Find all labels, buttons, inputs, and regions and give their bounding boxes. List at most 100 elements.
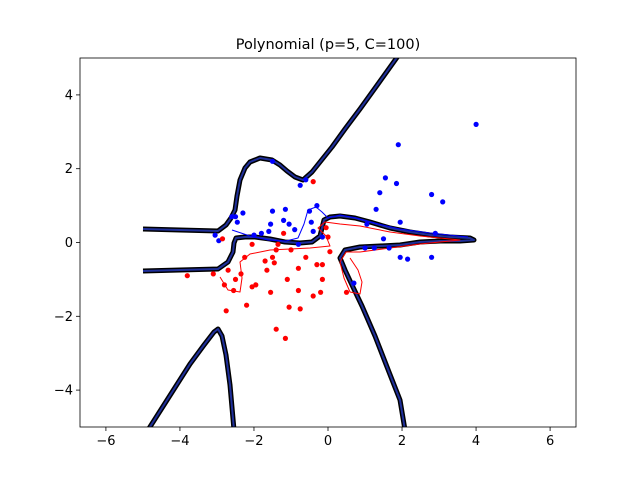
data-point-red bbox=[282, 335, 288, 341]
data-point-blue bbox=[269, 158, 276, 164]
data-point-blue bbox=[351, 280, 357, 286]
data-point-red bbox=[221, 282, 227, 288]
x-tick-label: 6 bbox=[546, 434, 554, 449]
data-point-blue bbox=[405, 256, 411, 262]
data-point-blue bbox=[229, 214, 235, 220]
data-point-red bbox=[286, 304, 292, 310]
data-point-red bbox=[232, 276, 239, 282]
data-point-blue bbox=[269, 208, 276, 214]
data-point-blue bbox=[240, 210, 246, 216]
series-red bbox=[184, 179, 350, 341]
data-point-red bbox=[327, 249, 333, 255]
data-point-red bbox=[314, 262, 320, 268]
data-point-red bbox=[273, 326, 279, 332]
data-point-blue bbox=[314, 203, 320, 209]
data-point-blue bbox=[308, 219, 314, 225]
data-point-red bbox=[264, 267, 270, 273]
data-point-blue bbox=[364, 221, 370, 227]
data-point-blue bbox=[397, 219, 403, 225]
data-point-red bbox=[310, 293, 316, 299]
data-point-red bbox=[244, 302, 250, 308]
data-point-red bbox=[273, 247, 279, 253]
x-tick-label: 0 bbox=[324, 434, 332, 449]
axes-background bbox=[80, 58, 576, 427]
data-point-blue bbox=[393, 180, 400, 187]
data-point-red bbox=[223, 308, 229, 314]
data-point-red bbox=[343, 289, 350, 295]
data-point-blue bbox=[234, 219, 240, 225]
x-tick-label: 2 bbox=[398, 434, 406, 449]
data-point-blue bbox=[232, 214, 239, 220]
data-point-blue bbox=[297, 182, 303, 188]
data-point-blue bbox=[258, 230, 264, 236]
data-point-blue bbox=[286, 221, 292, 227]
data-point-red bbox=[275, 241, 281, 247]
data-point-red bbox=[219, 236, 226, 242]
data-point-blue bbox=[429, 254, 435, 260]
data-point-red bbox=[319, 262, 325, 268]
data-point-blue bbox=[432, 230, 438, 236]
data-point-blue bbox=[303, 177, 309, 183]
points-layer bbox=[184, 121, 479, 341]
data-point-blue bbox=[212, 232, 218, 238]
data-point-blue bbox=[380, 236, 387, 242]
data-point-blue bbox=[292, 227, 298, 233]
data-point-red bbox=[238, 271, 244, 277]
data-point-blue bbox=[306, 208, 313, 214]
data-point-blue bbox=[295, 241, 301, 247]
x-tick-label: −2 bbox=[244, 434, 263, 449]
y-tick-label: 0 bbox=[65, 236, 73, 251]
data-point-red bbox=[184, 273, 190, 279]
data-point-red bbox=[284, 276, 290, 282]
chart-title: Polynomial (p=5, C=100) bbox=[236, 37, 421, 53]
data-point-blue bbox=[362, 245, 368, 251]
data-point-red bbox=[249, 284, 255, 290]
data-point-red bbox=[231, 287, 237, 294]
data-point-red bbox=[271, 260, 277, 266]
data-point-red bbox=[249, 241, 255, 247]
data-point-blue bbox=[377, 190, 383, 196]
data-point-red bbox=[323, 225, 329, 231]
data-point-blue bbox=[282, 206, 288, 212]
margin-positive bbox=[231, 206, 469, 242]
data-point-red bbox=[325, 234, 331, 240]
y-tick-label: −4 bbox=[54, 384, 73, 399]
y-tick-label: 4 bbox=[65, 88, 73, 103]
data-point-red bbox=[288, 247, 294, 253]
x-tick-label: −6 bbox=[96, 434, 115, 449]
data-point-red bbox=[281, 230, 287, 236]
x-tick-label: 4 bbox=[472, 434, 480, 449]
data-point-red bbox=[319, 276, 325, 282]
series-blue bbox=[212, 121, 479, 286]
data-point-blue bbox=[310, 228, 316, 234]
data-point-red bbox=[210, 271, 216, 277]
data-point-blue bbox=[382, 175, 388, 181]
data-point-red bbox=[303, 254, 309, 260]
data-point-blue bbox=[397, 254, 403, 260]
data-point-blue bbox=[440, 199, 446, 205]
data-point-red bbox=[225, 267, 231, 273]
y-tick-label: 2 bbox=[65, 162, 73, 177]
data-point-red bbox=[297, 306, 303, 312]
data-point-red bbox=[295, 265, 301, 271]
plot-area bbox=[142, 58, 479, 427]
data-point-blue bbox=[429, 191, 435, 198]
x-tick-label: −4 bbox=[170, 434, 189, 449]
data-point-blue bbox=[473, 121, 479, 127]
data-point-red bbox=[269, 254, 276, 260]
data-point-red bbox=[295, 287, 301, 294]
data-point-red bbox=[310, 179, 316, 185]
y-tick-label: −2 bbox=[54, 310, 73, 325]
data-point-blue bbox=[281, 217, 287, 223]
data-point-red bbox=[268, 289, 274, 295]
data-point-red bbox=[242, 254, 248, 260]
data-point-blue bbox=[373, 206, 379, 212]
data-point-blue bbox=[371, 245, 377, 251]
data-point-red bbox=[318, 289, 324, 295]
data-point-red bbox=[262, 258, 268, 264]
data-point-blue bbox=[268, 221, 274, 227]
data-point-blue bbox=[386, 245, 392, 251]
data-point-blue bbox=[319, 234, 325, 240]
